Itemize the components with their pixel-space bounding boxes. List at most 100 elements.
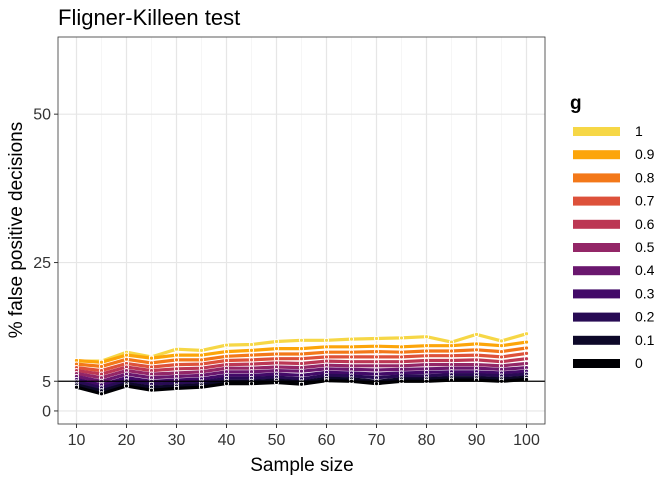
series-point-g-0.9 <box>248 347 255 353</box>
series-point-g-0.8 <box>523 345 530 351</box>
series-point-g-0.8 <box>198 357 205 363</box>
series-point-g-1 <box>298 337 305 343</box>
series-point-g-1 <box>373 335 380 342</box>
x-axis: 10 20 30 40 50 60 70 80 90 100 <box>68 424 540 449</box>
series-point-g-0 <box>123 383 130 389</box>
series-point-g-1 <box>173 346 180 352</box>
legend-label-g-0: 0 <box>635 355 643 371</box>
series-point-g-0.8 <box>123 356 130 362</box>
legend-key-g-0.1 <box>573 335 620 345</box>
series-point-g-0.7 <box>173 362 180 368</box>
series-point-g-0.9 <box>173 352 180 358</box>
x-tick-label: 10 <box>68 432 86 449</box>
series-point-g-0.8 <box>273 351 280 357</box>
x-tick-label: 30 <box>168 432 186 449</box>
series-point-g-1 <box>273 338 280 345</box>
legend-title: g <box>570 93 582 114</box>
x-tick-label: 80 <box>418 432 436 449</box>
series-point-g-0 <box>248 381 255 387</box>
series-point-g-0.9 <box>323 344 330 350</box>
legend-label-g-0.7: 0.7 <box>635 193 655 209</box>
series-point-g-0.7 <box>248 357 255 363</box>
legend-key-g-0.2 <box>573 312 620 322</box>
series-point-g-0.6 <box>423 357 430 364</box>
legend-label-g-0.9: 0.9 <box>635 146 655 162</box>
series-point-g-0.8 <box>173 357 180 363</box>
series-point-g-0.8 <box>248 352 255 358</box>
y-axis-title: % false positive decisions <box>6 122 27 339</box>
legend-key-g-0.3 <box>573 289 620 299</box>
y-tick-label: 50 <box>33 107 51 124</box>
series-point-g-0.6 <box>448 357 455 364</box>
legend-key-g-0.5 <box>573 243 620 252</box>
series-point-g-0.6 <box>348 359 355 365</box>
series-point-g-0.9 <box>348 344 355 350</box>
series-point-g-0.6 <box>298 360 305 367</box>
legend-label-g-1: 1 <box>635 123 643 139</box>
series-point-g-1 <box>498 338 505 344</box>
series-point-g-0.6 <box>398 359 405 365</box>
series-point-g-0.9 <box>198 352 205 358</box>
legend-key-g-0.6 <box>573 219 620 229</box>
series-point-g-0.8 <box>298 351 305 357</box>
x-tick-label: 70 <box>368 432 386 449</box>
series-point-g-0.7 <box>423 353 430 359</box>
series-point-g-0.9 <box>373 343 380 349</box>
series-point-g-0.9 <box>223 348 230 355</box>
series-point-g-0.8 <box>148 360 155 366</box>
series-point-g-0.9 <box>148 355 155 361</box>
series-point-g-0 <box>73 384 80 390</box>
series-point-g-0.5 <box>373 363 380 369</box>
x-tick-label: 60 <box>318 432 336 449</box>
series-point-g-0.9 <box>298 346 305 352</box>
series-point-g-0.6 <box>173 366 180 372</box>
series-point-g-0.9 <box>423 343 430 349</box>
series-point-g-0.7 <box>298 356 305 362</box>
series-point-g-0.9 <box>98 359 105 365</box>
legend-key-g-0.4 <box>573 266 620 276</box>
series-point-g-0.9 <box>473 341 480 347</box>
series-point-g-0.8 <box>498 348 505 355</box>
y-axis: 0 5 25 50 <box>33 107 58 420</box>
series-point-g-0.8 <box>448 348 455 354</box>
series-point-g-0.7 <box>523 350 530 356</box>
legend: g 1 0.9 0.8 0.7 0.6 0.5 0.4 0.3 0.2 0.1 0 <box>570 93 655 371</box>
series-point-g-0.6 <box>323 358 330 364</box>
legend-key-g-1 <box>573 127 620 136</box>
legend-label-g-0.2: 0.2 <box>635 309 655 325</box>
series-point-g-0.7 <box>198 361 205 367</box>
series-point-g-0 <box>148 387 155 393</box>
series-point-g-0 <box>198 384 205 390</box>
plot-area <box>57 36 546 425</box>
x-tick-label: 20 <box>118 432 136 449</box>
legend-label-g-0.6: 0.6 <box>635 216 655 232</box>
legend-key-g-0.9 <box>573 150 620 160</box>
series-point-g-0.7 <box>473 352 480 358</box>
series-point-g-0.8 <box>223 353 230 359</box>
series-point-g-0.9 <box>398 344 405 350</box>
series-point-g-0.6 <box>523 356 530 362</box>
y-tick-label: 5 <box>42 374 51 391</box>
series-point-g-0 <box>298 381 305 387</box>
legend-key-g-0.8 <box>573 173 620 183</box>
legend-label-g-0.8: 0.8 <box>635 169 655 185</box>
series-point-g-1 <box>473 331 480 337</box>
series-point-g-1 <box>348 336 355 342</box>
x-tick-label: 90 <box>468 432 486 449</box>
series-point-g-0.8 <box>373 348 380 355</box>
legend-label-g-0.1: 0.1 <box>635 332 655 348</box>
series-point-g-0.4 <box>373 367 380 373</box>
series-point-g-1 <box>423 334 430 340</box>
series-point-g-0.8 <box>348 349 355 355</box>
series-point-g-0.7 <box>498 354 505 360</box>
series-point-g-0.6 <box>498 359 505 365</box>
plot-border <box>57 36 546 425</box>
x-axis-title: Sample size <box>250 455 354 476</box>
series-point-g-0 <box>373 381 380 387</box>
series-point-g-0.9 <box>123 352 130 358</box>
series-point-g-0.6 <box>473 357 480 363</box>
legend-key-g-0 <box>573 359 620 368</box>
series-point-g-1 <box>223 342 230 348</box>
series-point-g-0.9 <box>448 343 455 349</box>
